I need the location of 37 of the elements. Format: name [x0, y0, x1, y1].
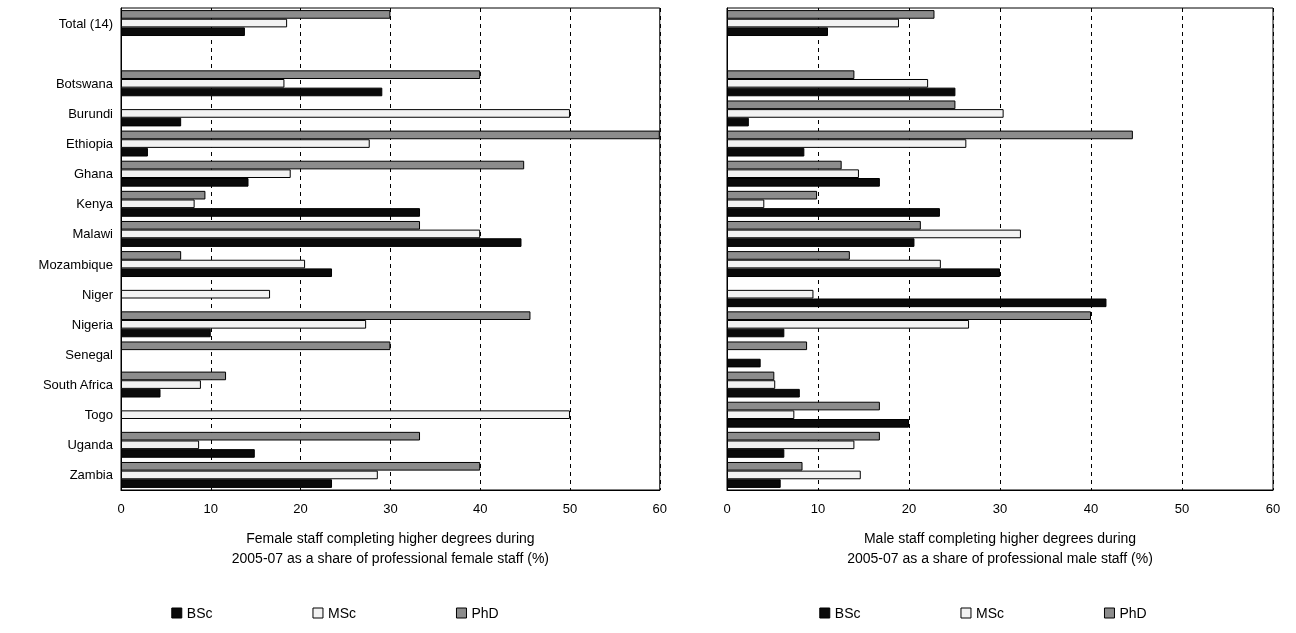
y-tick-label: Nigeria [71, 316, 114, 332]
x-tick-label: 10 [810, 501, 826, 516]
y-tick-label: Total (14) [58, 15, 113, 31]
x-tick-label: 40 [472, 501, 488, 516]
y-tick-label: Niger [81, 286, 114, 302]
x-tick-label: 60 [1265, 501, 1281, 516]
y-tick-label: Uganda [67, 437, 114, 453]
y-tick-label: Zambia [69, 467, 114, 483]
y-tick-label: South Africa [42, 377, 114, 393]
x-axis-title: Female staff completing higher degrees during 2005-07 as a share of professional female staff (%) [231, 530, 550, 566]
x-tick-label: 0 [117, 501, 125, 516]
y-tick-label: Mozambique [38, 256, 113, 272]
y-tick-label: Kenya [76, 196, 114, 212]
x-axis-title: Male staff completing higher degrees during 2005-07 as a share of professional male staff (%) [847, 530, 1153, 566]
x-tick-label: 50 [562, 501, 578, 516]
y-tick-label: Ghana [73, 166, 114, 182]
legend-label: PhD [1119, 605, 1147, 621]
y-tick-label: Botswana [55, 75, 114, 91]
y-tick-label: Malawi [72, 226, 114, 242]
legend-label: BSc [834, 605, 861, 621]
x-tick-label: 20 [901, 501, 917, 516]
legend-label: MSc [327, 605, 356, 621]
legend-label: PhD [471, 605, 499, 621]
y-tick-label: Togo [84, 407, 113, 423]
x-tick-label: 60 [652, 501, 667, 516]
x-tick-label: 10 [203, 501, 219, 516]
y-tick-label: Senegal [65, 346, 114, 362]
y-tick-label: Burundi [68, 105, 114, 121]
y-tick-label: Ethiopia [66, 136, 114, 152]
legend-label: MSc [975, 605, 1004, 621]
x-tick-label: 40 [1083, 501, 1099, 516]
x-tick-label: 50 [1174, 501, 1190, 516]
legend-label: BSc [186, 605, 213, 621]
x-tick-label: 20 [293, 501, 308, 516]
x-tick-label: 30 [992, 501, 1008, 516]
x-tick-label: 0 [723, 501, 731, 516]
x-tick-label: 30 [383, 501, 398, 516]
